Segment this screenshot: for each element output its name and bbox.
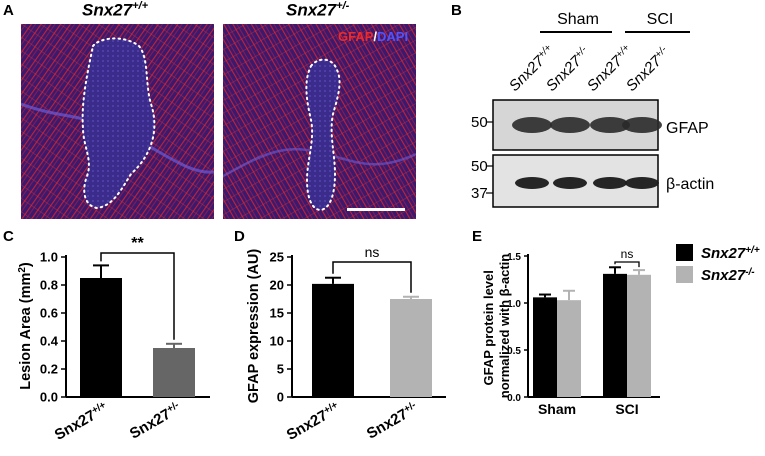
bar-1 xyxy=(80,278,122,397)
x-tick-label-1: Snx27+/+ xyxy=(283,399,343,444)
gfap-band-1 xyxy=(512,117,552,133)
y-tick-label: 10 xyxy=(270,334,284,349)
y-tick-label: 1.0 xyxy=(507,299,521,310)
panel-label-b: B xyxy=(451,2,462,19)
actin-marker-37: 37 xyxy=(471,185,488,202)
actin-band-3 xyxy=(593,177,627,189)
panel-label-a: A xyxy=(3,2,14,19)
lesion-area xyxy=(306,59,340,211)
bar-sham-2 xyxy=(557,300,581,397)
gfap-band-4 xyxy=(622,117,662,133)
significance-bracket xyxy=(100,252,175,340)
stain-legend: GFAP/DAPI xyxy=(338,29,408,44)
x-tick-label-2: Snx27+/- xyxy=(364,399,421,442)
gfap-band-3 xyxy=(590,117,630,133)
significance-bracket xyxy=(332,261,412,293)
bar-2 xyxy=(153,348,195,397)
chart-e: GFAP protein level normalized with β-act… xyxy=(481,244,760,417)
gfap-marker-50: 50 xyxy=(471,114,488,131)
group-label-sham: Sham xyxy=(557,11,599,28)
micrograph-wildtype xyxy=(21,24,214,219)
significance-label: ns xyxy=(365,244,380,260)
chart-d-ylabel: GFAP expression (AU) xyxy=(246,249,262,404)
lesion-area xyxy=(82,38,155,208)
y-tick-label: 0 xyxy=(277,390,284,405)
scale-bar xyxy=(347,208,405,211)
significance-label: ** xyxy=(131,235,144,252)
actin-bands xyxy=(515,177,659,189)
chart-d: GFAP expression (AU) 0 5 10 15 20 25 Snx27+/+ S… xyxy=(246,244,446,444)
y-tick-label: 0.2 xyxy=(40,362,58,377)
x-tick-label-2: Snx27+/- xyxy=(127,399,184,442)
western-blot: Sham SCI Snx27+/+Snx27+/-Snx27+/+Snx27+/… xyxy=(471,11,714,208)
image-title-heterozygous: Snx27+/- xyxy=(286,0,350,20)
y-tick-label: 1.5 xyxy=(507,252,521,263)
y-tick-label: 0.6 xyxy=(40,306,58,321)
lesion-outline xyxy=(305,58,341,212)
panel-label-d: D xyxy=(234,228,245,245)
bar-sci-2 xyxy=(627,274,651,397)
chart-e-ylabel: GFAP protein level normalized with β-act… xyxy=(481,254,512,399)
stain-gfap-label: GFAP xyxy=(338,29,374,44)
legend-swatch-2 xyxy=(676,266,693,283)
y-tick-label: 0.8 xyxy=(40,278,58,293)
bar-2 xyxy=(390,299,432,397)
group-label-sci: SCI xyxy=(647,11,674,28)
actin-band-1 xyxy=(515,177,549,189)
stain-dapi-label: DAPI xyxy=(377,29,409,44)
gfap-band-2 xyxy=(550,117,590,133)
panel-label-c: C xyxy=(3,228,14,245)
bar-1 xyxy=(312,283,354,397)
bar-sham-1 xyxy=(533,297,557,397)
y-tick-label: 1.0 xyxy=(40,250,58,265)
significance-bracket xyxy=(614,261,640,268)
x-tick-label-sham: Sham xyxy=(538,401,576,417)
actin-band-2 xyxy=(553,177,587,189)
image-title-wildtype: Snx27+/+ xyxy=(82,0,148,20)
legend-label-2: Snx27-/- xyxy=(701,267,755,285)
actin-band-4 xyxy=(625,177,659,189)
x-tick-label-sci: SCI xyxy=(615,401,638,417)
lane-labels: Snx27+/+Snx27+/-Snx27+/+Snx27+/- xyxy=(506,42,669,95)
y-tick-label: 15 xyxy=(270,306,284,321)
y-tick-label: 0.4 xyxy=(40,334,59,349)
y-tick-label: 5 xyxy=(277,362,284,377)
y-tick-label: 0.5 xyxy=(507,346,521,357)
x-tick-label-1: Snx27+/+ xyxy=(51,399,111,444)
chart-e-legend: Snx27+/+ Snx27-/- xyxy=(676,244,760,284)
stain-separator: / xyxy=(373,29,378,44)
y-tick-label: 25 xyxy=(270,250,284,265)
y-tick-label: 0.0 xyxy=(40,390,58,405)
chart-c: Lesion Area (mm2) 0.0 0.2 0.4 0.6 0.8 1.0 Snx2… xyxy=(17,235,210,444)
gfap-protein-label: GFAP xyxy=(666,120,709,137)
panel-label-e: E xyxy=(472,228,483,245)
actin-protein-label: β-actin xyxy=(666,176,714,193)
legend-label-1: Snx27+/+ xyxy=(701,245,760,263)
bar-sci-1 xyxy=(603,273,627,397)
micrograph-heterozygous xyxy=(223,24,416,219)
legend-swatch-1 xyxy=(676,244,693,261)
gfap-bands xyxy=(512,117,662,133)
y-tick-label: 20 xyxy=(270,278,284,293)
actin-marker-50: 50 xyxy=(471,158,488,175)
y-tick-label: 0.0 xyxy=(507,393,521,404)
significance-label: ns xyxy=(621,247,634,261)
chart-c-ylabel: Lesion Area (mm2) xyxy=(17,262,35,390)
